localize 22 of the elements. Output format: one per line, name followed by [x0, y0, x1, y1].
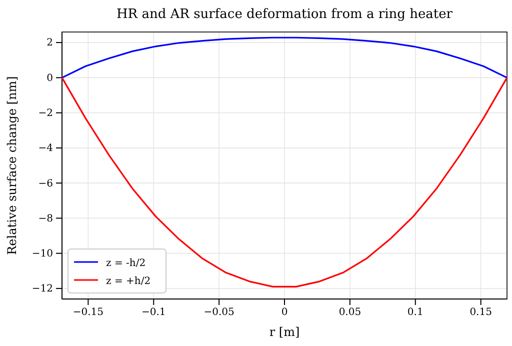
line-series	[61, 36, 508, 78]
chart-title: HR and AR surface deformation from a ring heater	[116, 7, 454, 22]
legend-label: z = +h/2	[106, 276, 151, 287]
y-axis-title: Relative surface change [nm]	[5, 76, 19, 255]
y-tick-label: 2	[46, 38, 53, 49]
y-tick-label: −6	[38, 178, 53, 190]
x-tick-label: 0.15	[470, 307, 492, 318]
y-tick-label: −8	[38, 213, 53, 224]
legend-label: z = -h/2	[106, 258, 146, 269]
x-axis-title: r [m]	[269, 325, 300, 339]
y-tick-label: −10	[32, 248, 53, 260]
x-tick-label: −0.05	[204, 307, 234, 318]
x-tick-label: −0.15	[72, 307, 104, 318]
y-tick-label: −12	[32, 284, 53, 295]
x-tick-label: 0	[281, 307, 288, 318]
y-tick-label: 0	[46, 72, 53, 84]
y-tick-label: −4	[38, 143, 53, 154]
y-tick-label: −2	[38, 108, 53, 120]
line-series	[61, 76, 508, 288]
x-tick-label: 0.05	[338, 307, 362, 318]
x-tick-label: −0.1	[141, 307, 166, 318]
x-tick-label: 0.1	[407, 307, 424, 318]
